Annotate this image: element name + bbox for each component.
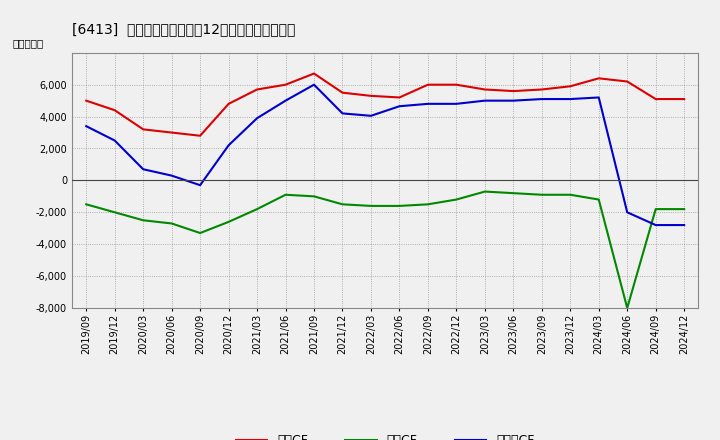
営業CF [282, 82, 290, 87]
営業CF [253, 87, 261, 92]
Legend: 営業CF, 投資CF, フリーCF: 営業CF, 投資CF, フリーCF [231, 429, 539, 440]
フリーCF [452, 101, 461, 106]
フリーCF [338, 111, 347, 116]
フリーCF [110, 138, 119, 143]
フリーCF [282, 98, 290, 103]
営業CF [537, 87, 546, 92]
フリーCF [139, 167, 148, 172]
営業CF [509, 88, 518, 94]
投資CF [595, 197, 603, 202]
営業CF [423, 82, 432, 87]
投資CF [196, 231, 204, 236]
投資CF [680, 206, 688, 212]
投資CF [253, 206, 261, 212]
Text: [6413]  キャッシュフローの12か月移動合計の推移: [6413] キャッシュフローの12か月移動合計の推移 [72, 22, 295, 36]
Y-axis label: （百万円）: （百万円） [12, 38, 44, 48]
フリーCF [366, 113, 375, 118]
投資CF [139, 218, 148, 223]
営業CF [167, 130, 176, 135]
フリーCF [82, 124, 91, 129]
営業CF [110, 107, 119, 113]
フリーCF [225, 143, 233, 148]
投資CF [423, 202, 432, 207]
営業CF [310, 71, 318, 76]
投資CF [652, 206, 660, 212]
営業CF [452, 82, 461, 87]
フリーCF [537, 96, 546, 102]
投資CF [282, 192, 290, 198]
投資CF [110, 210, 119, 215]
フリーCF [595, 95, 603, 100]
営業CF [480, 87, 489, 92]
フリーCF [566, 96, 575, 102]
投資CF [480, 189, 489, 194]
フリーCF [652, 222, 660, 228]
フリーCF [509, 98, 518, 103]
営業CF [652, 96, 660, 102]
投資CF [395, 203, 404, 209]
フリーCF [310, 82, 318, 87]
フリーCF [196, 183, 204, 188]
投資CF [452, 197, 461, 202]
営業CF [338, 90, 347, 95]
投資CF [366, 203, 375, 209]
フリーCF [623, 210, 631, 215]
営業CF [366, 93, 375, 99]
営業CF [623, 79, 631, 84]
投資CF [566, 192, 575, 198]
営業CF [139, 127, 148, 132]
投資CF [225, 219, 233, 224]
営業CF [566, 84, 575, 89]
営業CF [680, 96, 688, 102]
投資CF [623, 305, 631, 311]
投資CF [338, 202, 347, 207]
フリーCF [253, 116, 261, 121]
営業CF [225, 101, 233, 106]
営業CF [595, 76, 603, 81]
投資CF [537, 192, 546, 198]
投資CF [509, 191, 518, 196]
フリーCF [480, 98, 489, 103]
フリーCF [395, 103, 404, 109]
投資CF [310, 194, 318, 199]
営業CF [196, 133, 204, 138]
フリーCF [680, 222, 688, 228]
Line: 投資CF: 投資CF [86, 191, 684, 308]
フリーCF [423, 101, 432, 106]
営業CF [395, 95, 404, 100]
Line: フリーCF: フリーCF [86, 84, 684, 225]
投資CF [82, 202, 91, 207]
投資CF [167, 221, 176, 226]
フリーCF [167, 173, 176, 178]
Line: 営業CF: 営業CF [86, 73, 684, 136]
営業CF [82, 98, 91, 103]
